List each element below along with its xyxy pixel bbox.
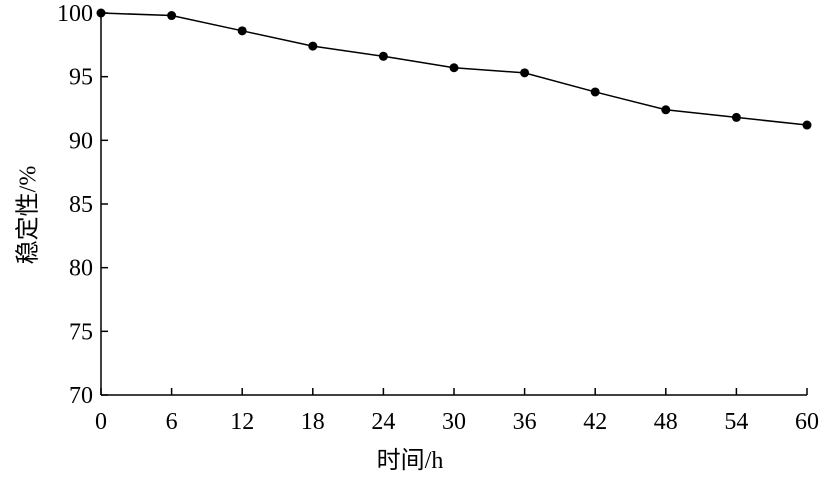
marker	[167, 11, 177, 21]
y-tick-label: 75	[69, 319, 93, 345]
marker	[520, 68, 530, 78]
marker	[590, 87, 600, 97]
x-tick-label: 36	[513, 409, 537, 435]
marker	[378, 51, 388, 61]
y-tick-label: 100	[57, 1, 93, 27]
x-axis-label: 时间/h	[377, 447, 444, 474]
marker	[449, 63, 459, 73]
y-tick-label: 90	[69, 128, 93, 154]
x-tick-label: 18	[301, 409, 325, 435]
x-tick-label: 6	[166, 409, 178, 435]
marker	[661, 105, 671, 115]
y-tick-label: 85	[69, 192, 93, 218]
x-tick-label: 60	[795, 409, 819, 435]
x-tick-label: 54	[724, 409, 748, 435]
y-tick-label: 80	[69, 256, 93, 282]
y-tick-label: 70	[69, 383, 93, 409]
x-tick-label: 0	[95, 409, 107, 435]
marker	[308, 41, 318, 51]
y-axis-label: 稳定性/%	[15, 166, 42, 265]
marker	[96, 8, 106, 18]
marker	[237, 26, 247, 36]
x-tick-label: 42	[583, 409, 607, 435]
x-tick-label: 48	[654, 409, 678, 435]
marker	[731, 112, 741, 122]
x-tick-label: 30	[442, 409, 466, 435]
marker	[802, 120, 812, 130]
y-tick-label: 95	[69, 65, 93, 91]
x-tick-label: 24	[371, 409, 395, 435]
x-tick-label: 12	[230, 409, 254, 435]
